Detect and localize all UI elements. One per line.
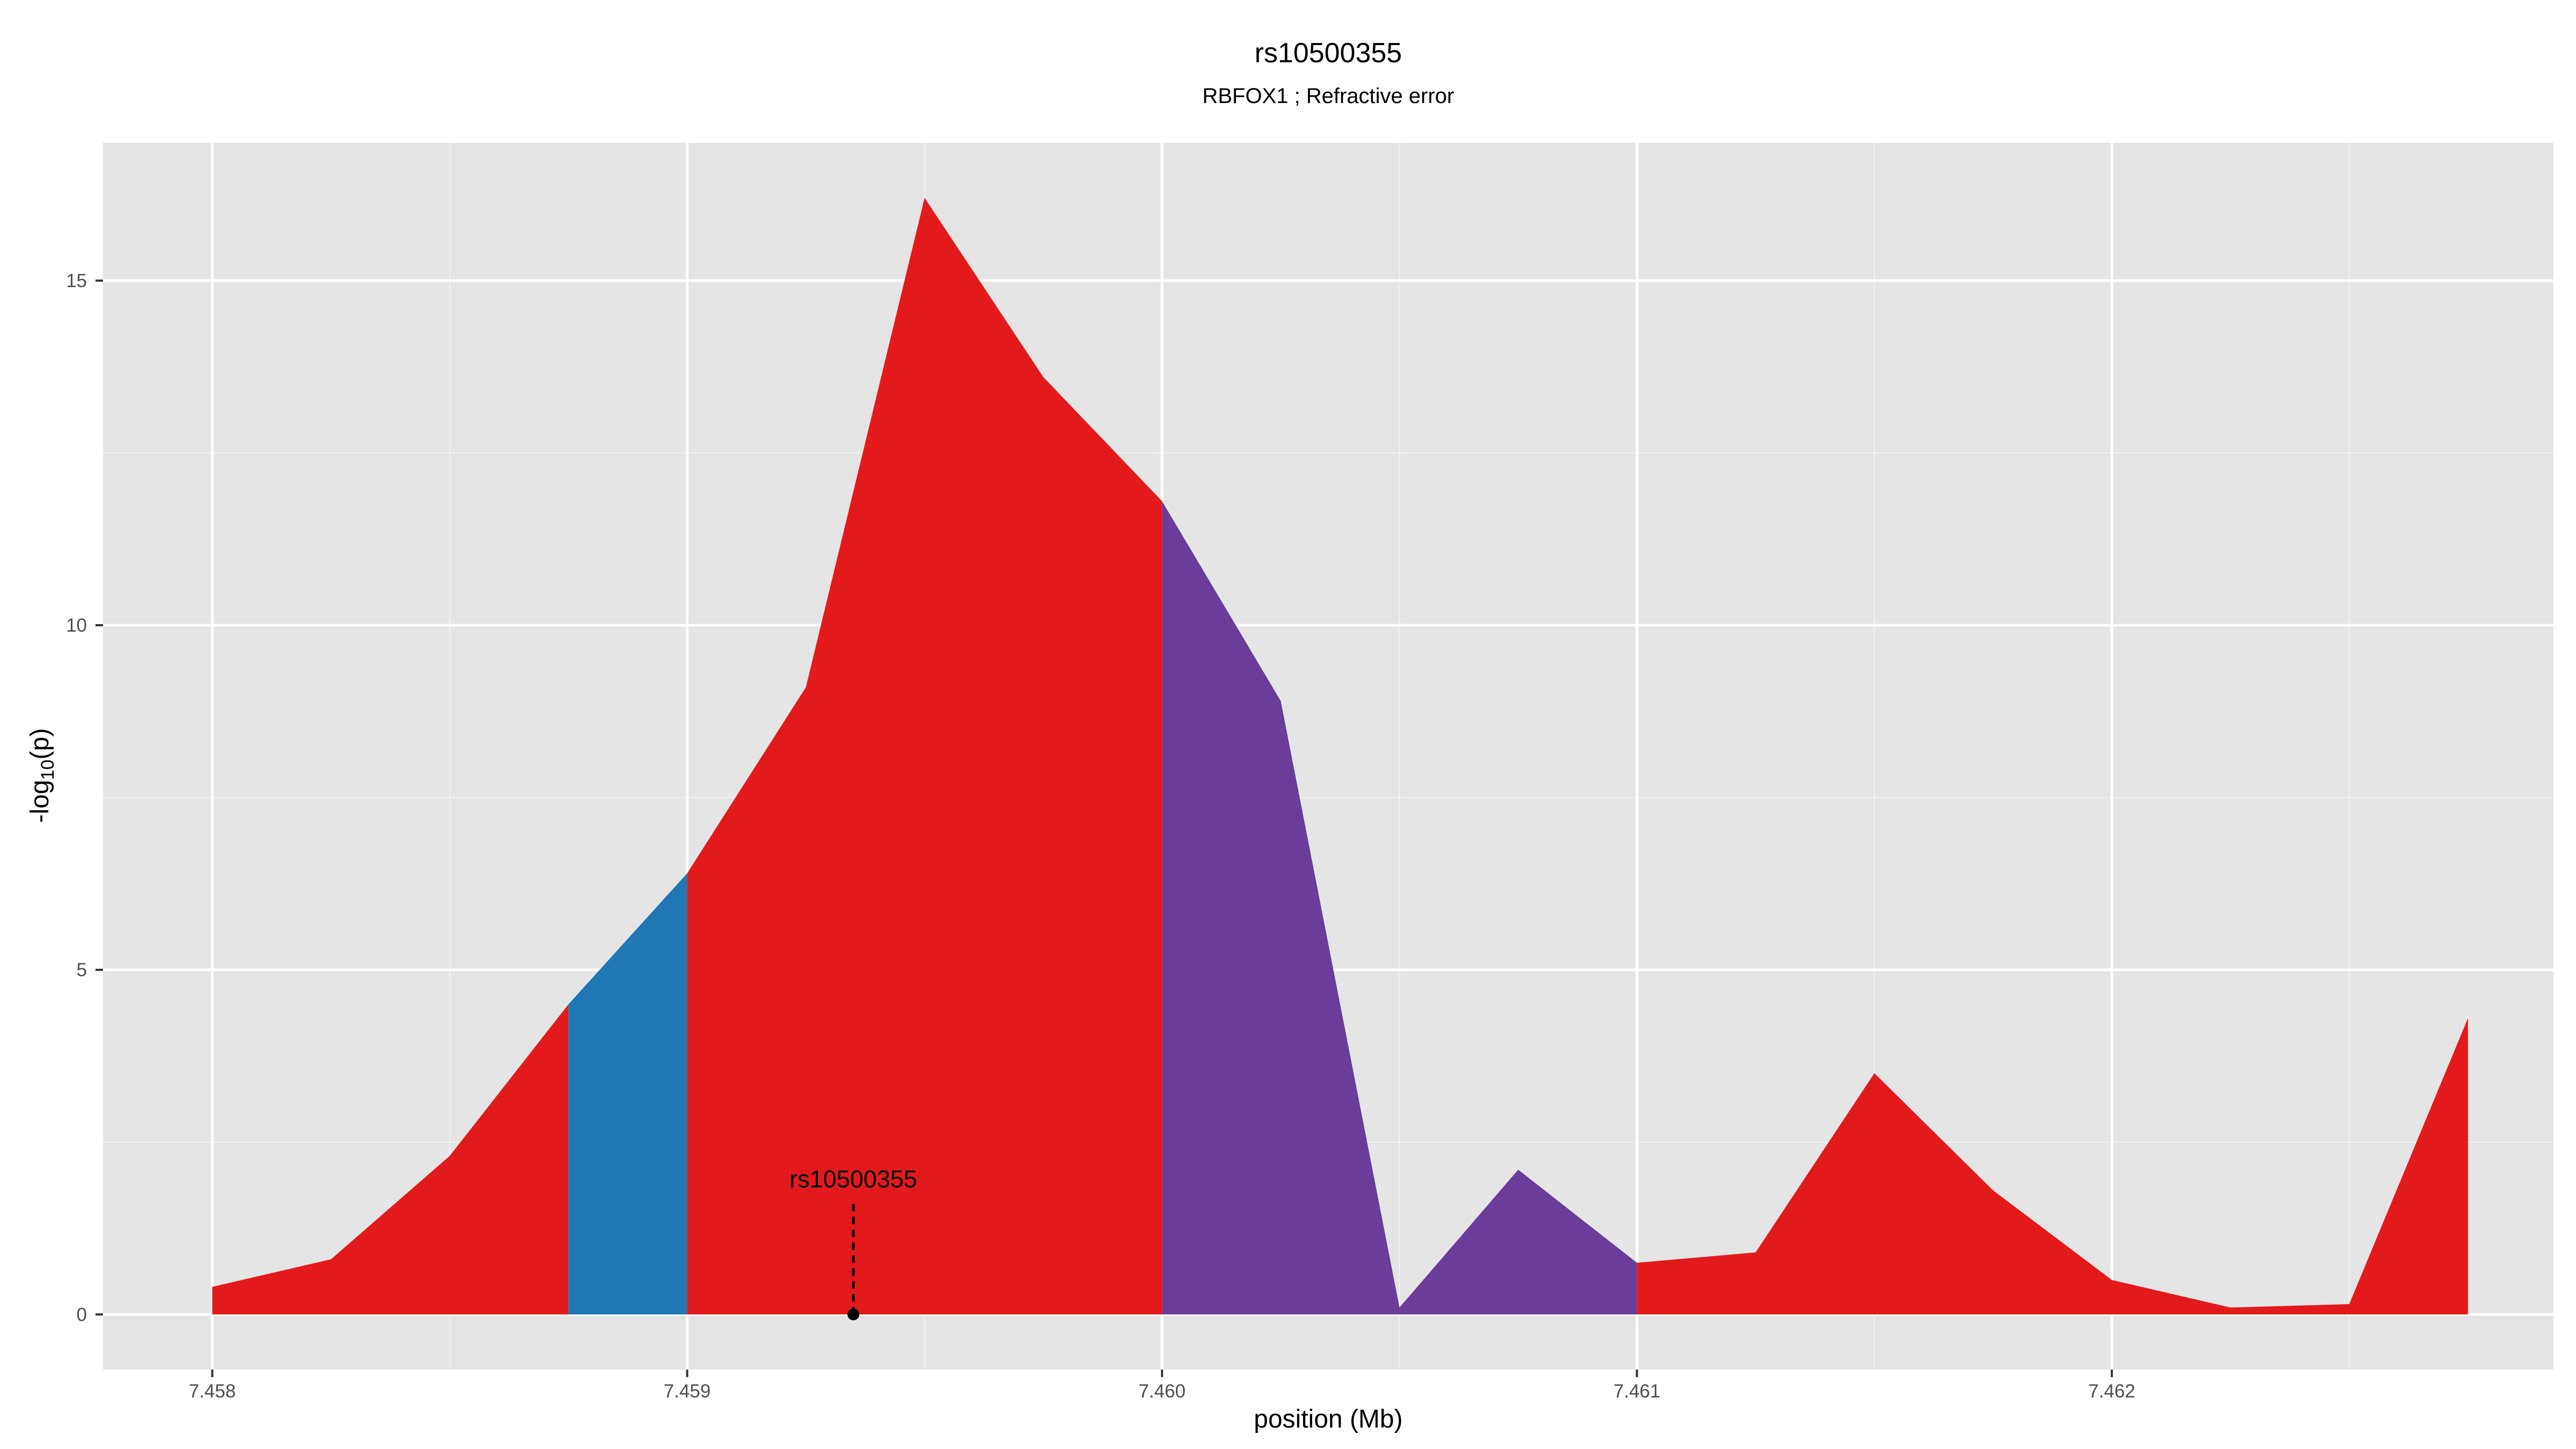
area-segment-4	[1162, 501, 1637, 1315]
x-tick-label: 7.460	[1138, 1381, 1185, 1402]
x-tick-label: 7.462	[2088, 1381, 2135, 1402]
y-axis-ticks: 0 5 10 15	[66, 270, 103, 1325]
area-series	[212, 197, 2468, 1315]
area-segment-2	[568, 873, 687, 1315]
y-tick-label: 0	[77, 1304, 87, 1325]
y-tick-label: 5	[77, 960, 87, 980]
y-axis-label: -log10(p)	[26, 728, 58, 823]
area-segment-5	[1637, 1018, 2468, 1315]
chart-title: rs10500355	[1255, 38, 1402, 69]
area-segment-1	[212, 1004, 569, 1315]
annotation-marker	[847, 1308, 860, 1321]
x-axis-ticks: 7.458 7.459 7.460 7.461 7.462	[189, 1370, 2135, 1402]
y-tick-label: 10	[66, 615, 87, 636]
y-tick-label: 15	[66, 270, 87, 291]
x-tick-label: 7.458	[189, 1381, 236, 1402]
area-segment-3	[687, 197, 1162, 1315]
chart-subtitle: RBFOX1 ; Refractive error	[1202, 84, 1454, 108]
annotation-label: rs10500355	[789, 1165, 917, 1192]
x-axis-label: position (Mb)	[1254, 1405, 1402, 1433]
annotations: rs10500355	[789, 1165, 917, 1321]
x-tick-label: 7.461	[1613, 1381, 1660, 1402]
x-tick-label: 7.459	[664, 1381, 711, 1402]
